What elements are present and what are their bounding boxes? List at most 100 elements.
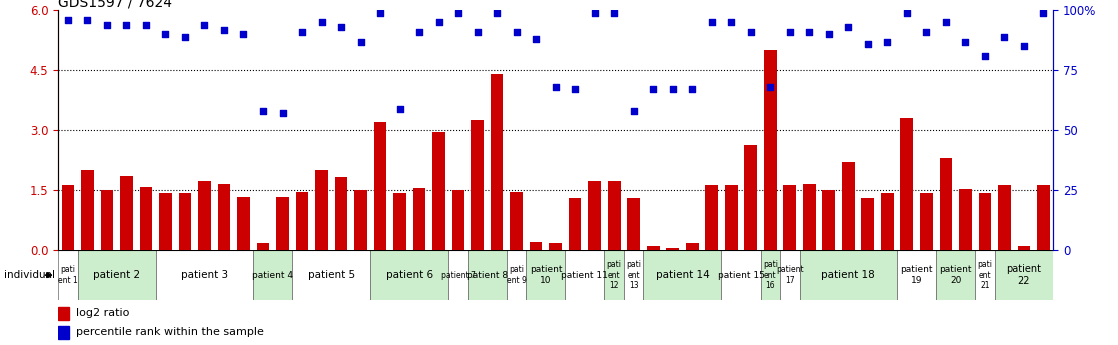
Point — [138, 22, 155, 28]
Bar — [666, 248, 679, 250]
Bar — [179, 194, 191, 250]
Bar — [920, 194, 932, 250]
Text: pati
ent
12: pati ent 12 — [607, 260, 622, 290]
Text: patient 6: patient 6 — [386, 270, 433, 280]
Point — [390, 106, 408, 111]
Point — [59, 17, 77, 23]
Text: patient 8: patient 8 — [467, 270, 508, 280]
Bar — [764, 50, 777, 250]
Bar — [295, 192, 309, 250]
Point — [625, 108, 643, 114]
Point — [117, 22, 135, 28]
Point — [429, 20, 447, 25]
Point — [468, 29, 486, 35]
Point — [254, 108, 272, 114]
FancyBboxPatch shape — [780, 250, 799, 300]
Point — [1034, 10, 1052, 16]
Bar — [588, 181, 601, 250]
Bar — [1017, 246, 1030, 250]
Bar — [784, 185, 796, 250]
Bar — [334, 177, 348, 250]
Text: patient 11: patient 11 — [561, 270, 608, 280]
FancyBboxPatch shape — [897, 250, 936, 300]
Point — [547, 84, 565, 90]
Point — [761, 84, 779, 90]
Point — [215, 27, 233, 32]
Point — [332, 24, 350, 30]
Bar — [900, 118, 913, 250]
FancyBboxPatch shape — [254, 250, 292, 300]
Bar — [58, 326, 69, 338]
Text: GDS1597 / 7624: GDS1597 / 7624 — [58, 0, 172, 9]
Point — [449, 10, 467, 16]
Point — [157, 31, 174, 37]
FancyBboxPatch shape — [506, 250, 527, 300]
FancyBboxPatch shape — [624, 250, 644, 300]
Text: patient 2: patient 2 — [93, 270, 140, 280]
Bar — [101, 190, 113, 250]
Point — [879, 39, 897, 44]
Text: patient 4: patient 4 — [253, 270, 293, 280]
Bar — [1038, 185, 1050, 250]
Bar — [452, 190, 464, 250]
Text: patient 7: patient 7 — [440, 270, 475, 280]
Bar — [218, 184, 230, 250]
FancyBboxPatch shape — [721, 250, 760, 300]
Bar — [315, 170, 328, 250]
Point — [995, 34, 1013, 39]
Bar — [257, 243, 269, 250]
FancyBboxPatch shape — [799, 250, 897, 300]
Bar — [627, 198, 639, 250]
Bar — [647, 246, 660, 250]
Point — [819, 31, 837, 37]
FancyBboxPatch shape — [975, 250, 995, 300]
Text: pati
ent 9: pati ent 9 — [506, 265, 527, 285]
FancyBboxPatch shape — [155, 250, 254, 300]
Bar — [803, 184, 816, 250]
FancyBboxPatch shape — [936, 250, 975, 300]
Point — [683, 87, 701, 92]
Bar — [745, 146, 757, 250]
Bar — [530, 242, 542, 250]
Point — [918, 29, 936, 35]
Point — [898, 10, 916, 16]
Point — [528, 36, 546, 42]
Point — [371, 10, 389, 16]
Point — [489, 10, 506, 16]
Point — [196, 22, 214, 28]
Text: patient
20: patient 20 — [939, 265, 972, 285]
FancyBboxPatch shape — [467, 250, 506, 300]
FancyBboxPatch shape — [292, 250, 370, 300]
Bar — [472, 120, 484, 250]
Bar — [237, 197, 249, 250]
Point — [410, 29, 428, 35]
FancyBboxPatch shape — [448, 250, 467, 300]
Text: percentile rank within the sample: percentile rank within the sample — [76, 327, 264, 337]
Bar — [823, 190, 835, 250]
Bar — [939, 158, 953, 250]
FancyBboxPatch shape — [566, 250, 605, 300]
Point — [605, 10, 623, 16]
FancyBboxPatch shape — [370, 250, 448, 300]
Text: patient
10: patient 10 — [530, 265, 562, 285]
Point — [351, 39, 369, 44]
Bar — [373, 122, 387, 250]
Text: patient 15: patient 15 — [718, 270, 765, 280]
Bar — [959, 189, 972, 250]
Text: patient 18: patient 18 — [822, 270, 875, 280]
Point — [78, 17, 96, 23]
Point — [956, 39, 974, 44]
Bar — [685, 243, 699, 250]
Bar — [724, 185, 738, 250]
Point — [800, 29, 818, 35]
Text: patient
22: patient 22 — [1006, 264, 1041, 286]
FancyBboxPatch shape — [77, 250, 155, 300]
Text: individual: individual — [4, 270, 56, 280]
Point — [274, 111, 292, 116]
Text: patient 3: patient 3 — [181, 270, 228, 280]
Point — [664, 87, 682, 92]
Point — [722, 20, 740, 25]
Bar — [433, 132, 445, 250]
Text: pati
ent 1: pati ent 1 — [58, 265, 78, 285]
Bar — [862, 198, 874, 250]
